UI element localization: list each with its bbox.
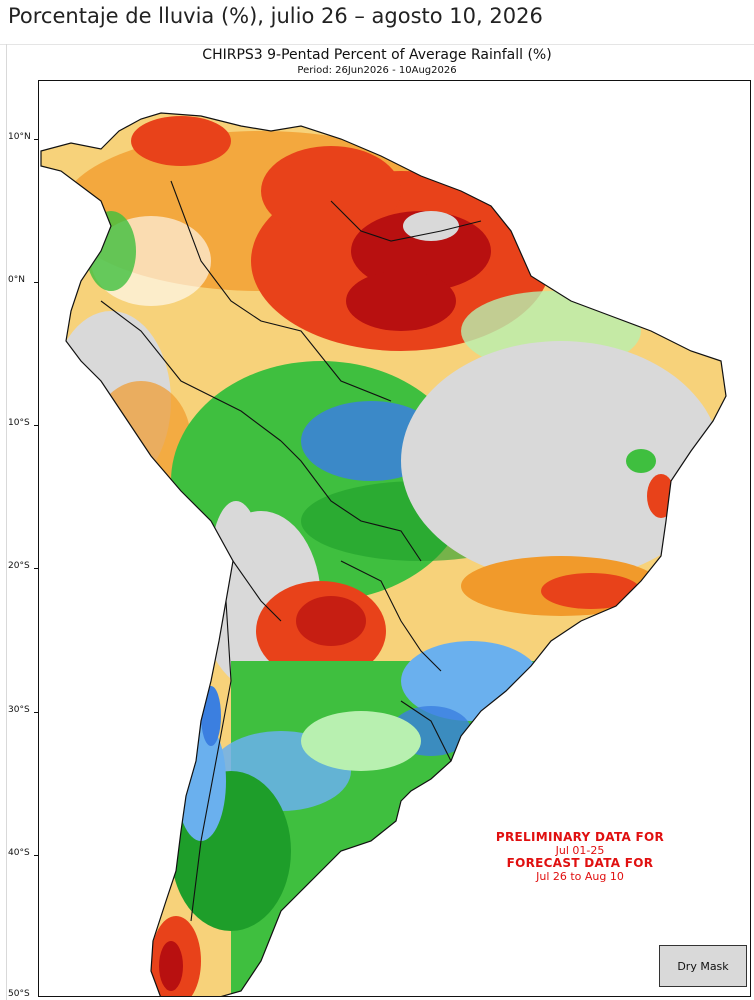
lat-label-40s: 40°S <box>8 848 30 858</box>
rainfall-map[interactable] <box>38 80 751 997</box>
dry-mask-legend: Dry Mask <box>659 945 747 987</box>
preliminary-range: Jul 01-25 <box>555 844 605 857</box>
lat-label-10s: 10°S <box>8 418 30 428</box>
dry-zone-venezuela <box>261 146 401 236</box>
border-peru <box>100 300 282 442</box>
forecast-label: FORECAST DATA FOR <box>506 856 654 870</box>
lat-tick <box>34 712 38 713</box>
map-title: CHIRPS3 9-Pentad Percent of Average Rain… <box>202 47 552 63</box>
border-colombia-brazil <box>170 180 392 402</box>
rainfall-layers <box>41 113 726 996</box>
border-uruguay <box>400 700 452 762</box>
mask-brazil-east <box>401 341 721 581</box>
lat-label-0n: 0°N <box>8 275 25 285</box>
dry-zone-southeast <box>541 573 641 609</box>
border-chile-argentina <box>190 600 232 922</box>
page-header: Porcentaje de lluvia (%), julio 26 – ago… <box>0 0 754 45</box>
lat-label-30s: 30°S <box>8 705 30 715</box>
wet-patch-northeast <box>626 449 656 473</box>
left-divider <box>6 44 7 1000</box>
mask-patch-guiana <box>403 211 459 241</box>
country-borders <box>100 180 482 922</box>
lat-tick <box>34 282 38 283</box>
preliminary-notice: PRELIMINARY DATA FOR Jul 01-25 <box>470 830 690 857</box>
very-dry-zone-south-chile <box>159 941 183 991</box>
border-guianas <box>330 200 482 242</box>
lat-tick <box>34 425 38 426</box>
lat-tick <box>34 568 38 569</box>
very-dry-zone-chaco <box>296 596 366 646</box>
preliminary-label: PRELIMINARY DATA FOR <box>495 830 665 844</box>
lat-tick <box>34 139 38 140</box>
border-paraguay <box>340 560 442 672</box>
lat-label-10n: 10°N <box>8 132 31 142</box>
lat-tick <box>34 855 38 856</box>
very-dry-zone-amazon <box>346 271 456 331</box>
border-bolivia-brazil <box>280 440 422 562</box>
forecast-range: Jul 26 to Aug 10 <box>536 870 624 883</box>
wet-zone-pampas-east <box>301 711 421 771</box>
lat-label-20s: 20°S <box>8 561 30 571</box>
border-chile-bolivia <box>232 560 282 622</box>
map-canvas <box>39 81 750 996</box>
lat-label-50s: 50°S <box>8 989 30 999</box>
map-period: Period: 26Jun2026 - 10Aug2026 <box>297 65 457 76</box>
forecast-notice: FORECAST DATA FOR Jul 26 to Aug 10 <box>470 856 690 883</box>
dry-zone-colombia-north <box>131 116 231 166</box>
page-title: Porcentaje de lluvia (%), julio 26 – ago… <box>8 4 543 28</box>
